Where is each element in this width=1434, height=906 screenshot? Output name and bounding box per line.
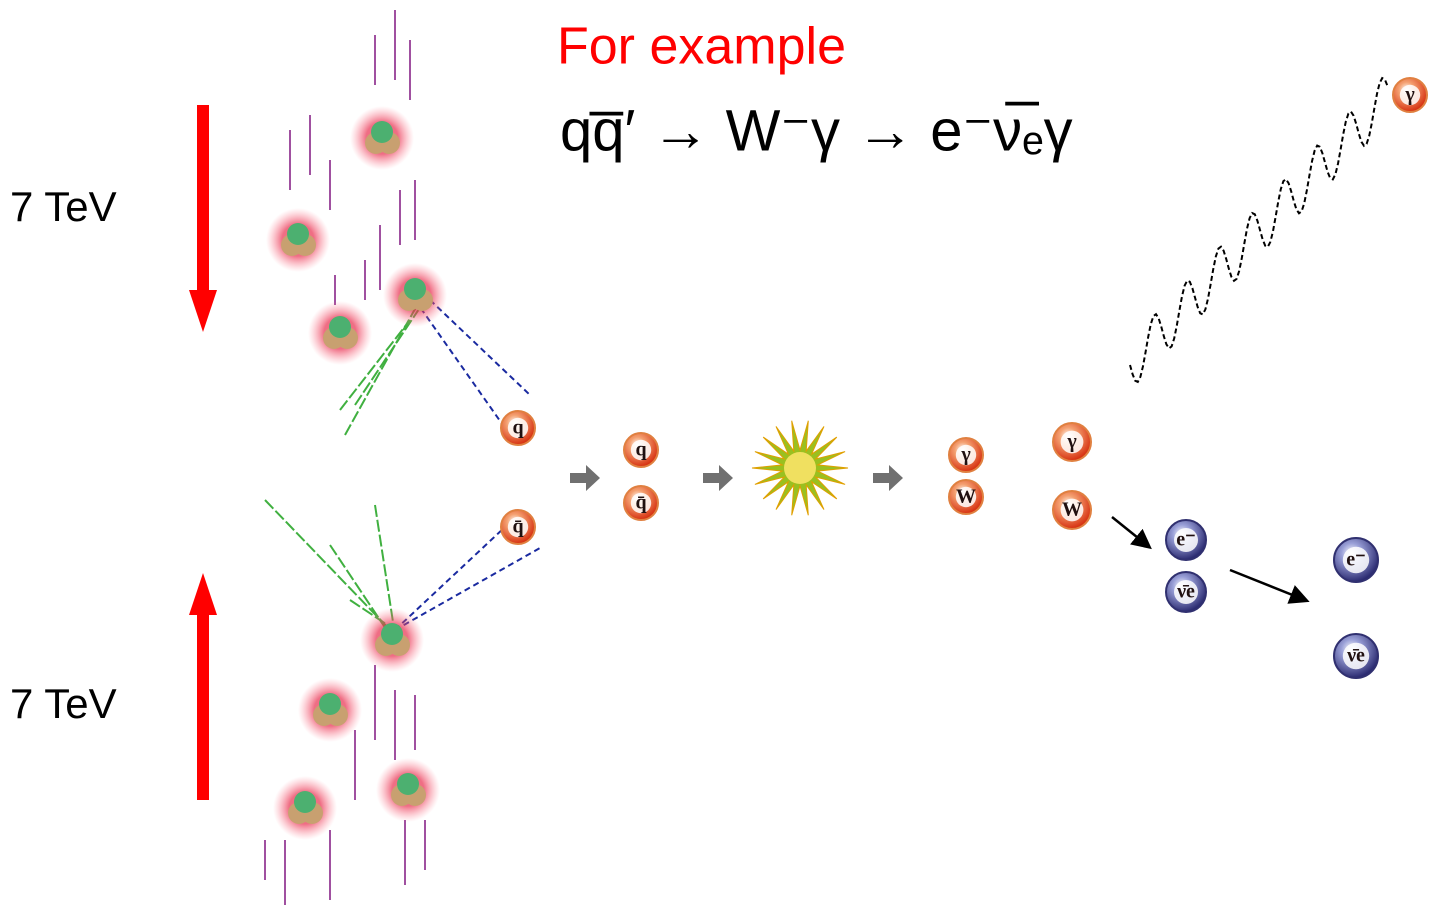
- proton: [319, 693, 341, 715]
- process-arrow: [570, 465, 600, 491]
- particle-label: e⁻: [1346, 549, 1365, 571]
- particle-label: q: [512, 417, 523, 439]
- title: For example: [557, 18, 846, 76]
- particle-label: ν̄e: [1346, 645, 1365, 667]
- beam-label: 7 TeV: [10, 183, 117, 230]
- beam-arrow: [189, 105, 217, 800]
- proton: [294, 791, 316, 813]
- proton: [397, 773, 419, 795]
- diagram: For example qq̅′ → W⁻γ → e⁻ν̅ₑγ 7 TeV 7 …: [0, 0, 1434, 906]
- proton: [371, 121, 393, 143]
- starburst-core: [784, 452, 816, 484]
- parton-line: [395, 548, 540, 630]
- proton: [287, 223, 309, 245]
- decay-arrow: [1112, 517, 1148, 546]
- process-arrow: [873, 465, 903, 491]
- process-arrow: [703, 465, 733, 491]
- proton: [329, 316, 351, 338]
- particle-label: ν̄e: [1176, 581, 1195, 603]
- beam-label: 7 TeV: [10, 680, 117, 727]
- proton: [404, 278, 426, 300]
- particle-label: W: [956, 486, 976, 508]
- parton-line: [430, 300, 530, 395]
- particle-label: e⁻: [1176, 529, 1195, 551]
- particle-label: γ: [960, 444, 971, 466]
- photon-line: [1130, 78, 1387, 382]
- particle-label: γ: [1404, 84, 1415, 106]
- decay-arrow: [1230, 570, 1305, 600]
- particle-label: q: [635, 439, 646, 461]
- particle-label: γ: [1066, 431, 1077, 453]
- particle-label: q̄: [512, 516, 523, 538]
- parton-line: [395, 527, 505, 630]
- particle-label: W: [1062, 499, 1082, 521]
- particle-label: q̄: [635, 492, 646, 514]
- proton: [381, 623, 403, 645]
- equation: qq̅′ → W⁻γ → e⁻ν̅ₑγ: [560, 98, 1073, 163]
